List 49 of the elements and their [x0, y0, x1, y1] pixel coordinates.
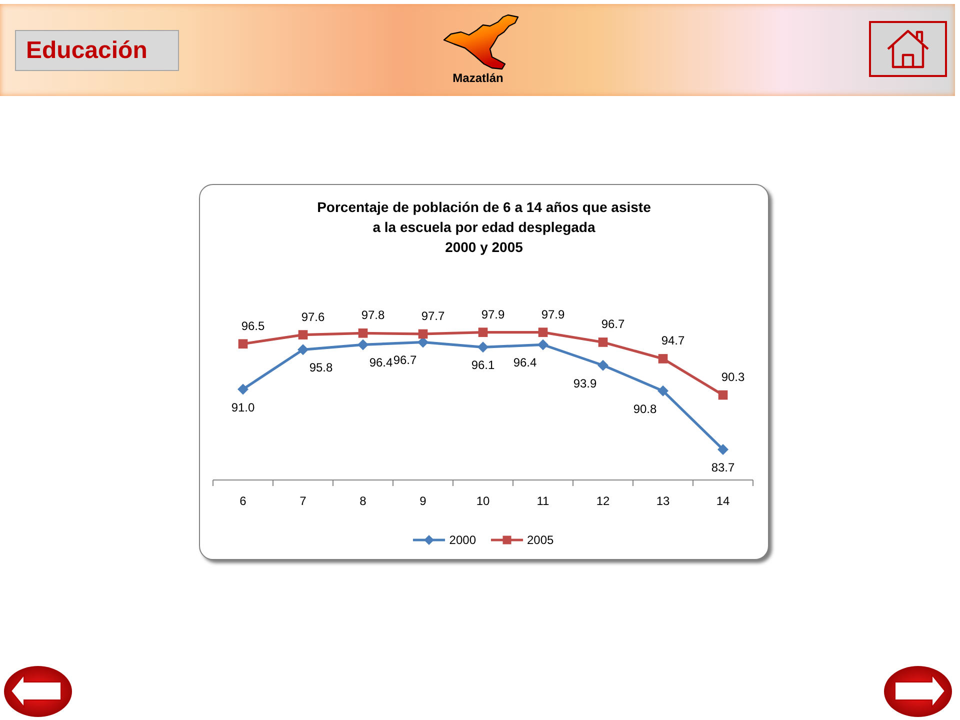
x-tick-label: 12	[596, 494, 610, 508]
data-label: 96.4	[369, 356, 393, 370]
point	[238, 384, 248, 395]
x-tick-label: 14	[716, 494, 730, 508]
data-label: 94.7	[661, 334, 685, 348]
data-label: 83.7	[711, 460, 735, 474]
x-tick-label: 11	[536, 494, 550, 508]
x-tick-label: 9	[420, 494, 427, 508]
point	[238, 339, 248, 349]
x-tick-label: 7	[300, 494, 307, 508]
point	[718, 390, 728, 400]
data-label: 96.7	[601, 317, 625, 332]
x-tick-label: 13	[656, 494, 670, 508]
legend-label: 2000	[449, 533, 476, 547]
data-label: 96.1	[471, 358, 495, 372]
data-label: 90.3	[721, 370, 745, 384]
data-label: 96.4	[513, 356, 537, 370]
point	[298, 330, 308, 340]
point	[478, 328, 488, 337]
point	[538, 328, 548, 337]
data-label: 97.7	[421, 308, 445, 323]
point	[478, 342, 488, 353]
data-label: 97.9	[541, 307, 565, 322]
data-label: 97.9	[481, 307, 505, 322]
point	[658, 354, 668, 364]
data-label: 91.0	[231, 400, 255, 414]
data-label: 96.7	[393, 353, 417, 368]
data-label: 90.8	[633, 402, 657, 416]
point	[538, 339, 548, 350]
point	[298, 344, 308, 356]
x-tick-label: 10	[476, 494, 490, 508]
text: Educación	[26, 36, 148, 64]
chart-title: Porcentaje de población de 6 a 14 años que asiste a la escuela por edad desplegada 2000 y 2005	[316, 198, 652, 257]
data-label: 93.9	[573, 376, 597, 390]
x-tick-label: 6	[240, 494, 247, 508]
point	[598, 360, 608, 371]
data-label: 97.8	[361, 308, 385, 322]
point	[718, 444, 728, 455]
point	[598, 338, 608, 347]
point	[358, 328, 368, 338]
point	[658, 385, 668, 396]
data-label: 96.5	[241, 318, 265, 333]
text: Mazatlán	[452, 71, 504, 85]
point	[418, 329, 428, 339]
data-label: 95.8	[309, 360, 333, 375]
x-tick-label: 8	[360, 494, 367, 508]
point	[358, 339, 368, 350]
legend-label: 2005	[527, 533, 554, 547]
data-label: 97.6	[301, 310, 325, 324]
